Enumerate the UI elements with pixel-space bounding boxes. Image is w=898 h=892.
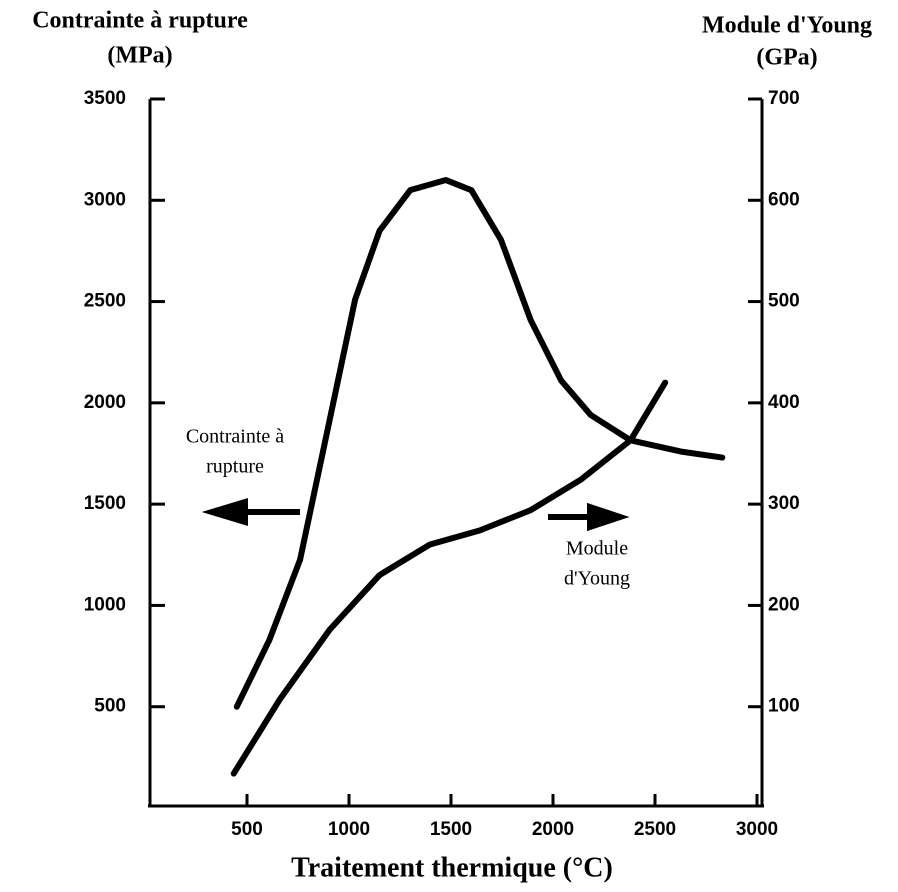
y-axis-title: Contrainte à rupture (32, 8, 248, 34)
y2-tick-label: 500 (768, 291, 800, 312)
y2-tick-label: 400 (768, 392, 800, 413)
y-axis-title: (MPa) (107, 43, 172, 69)
x-tick-label: 2500 (634, 819, 676, 840)
y-tick-label: 1500 (84, 493, 126, 514)
annotation: rupture (206, 456, 264, 478)
y-tick-label: 3000 (84, 189, 126, 210)
y-tick-label: 2000 (84, 392, 126, 413)
y2-tick-label: 200 (768, 594, 800, 615)
x-axis-title: Traitement thermique (°C) (291, 852, 613, 883)
y-tick-label: 500 (94, 696, 126, 717)
x-tick-label: 1500 (430, 819, 472, 840)
annotation: Contrainte à (186, 426, 284, 448)
y2-tick-label: 300 (768, 493, 800, 514)
y2-axis-title: (GPa) (756, 45, 817, 71)
y2-tick-label: 100 (768, 696, 800, 717)
y2-axis-title: Module d'Young (702, 13, 872, 39)
y-tick-label: 1000 (84, 594, 126, 615)
y2-tick-label: 700 (768, 88, 800, 109)
y-tick-label: 3500 (84, 88, 126, 109)
x-tick-label: 500 (231, 819, 263, 840)
annotation: Module (566, 538, 628, 560)
x-tick-label: 1000 (328, 819, 370, 840)
arrow (548, 502, 630, 532)
x-tick-label: 3000 (736, 819, 778, 840)
y2-tick-label: 600 (768, 189, 800, 210)
line (233, 177, 726, 710)
x-tick-label: 2000 (532, 819, 574, 840)
line (230, 379, 669, 777)
arrow (201, 497, 300, 527)
y-tick-label: 2500 (84, 291, 126, 312)
annotation: d'Young (564, 568, 630, 590)
